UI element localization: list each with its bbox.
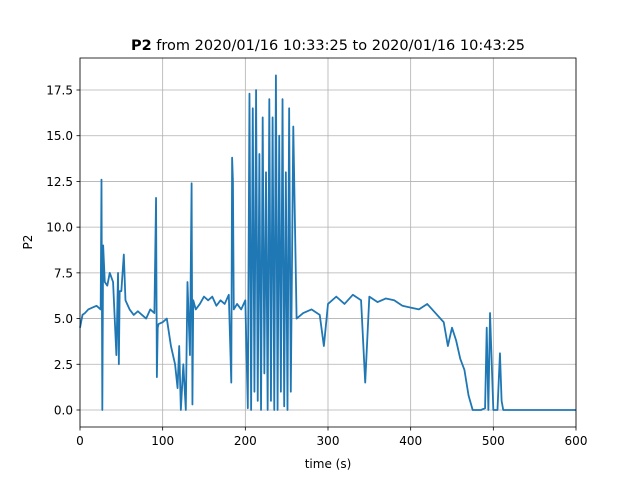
x-tick-label: 400 (399, 434, 422, 448)
x-axis-label: time (s) (305, 457, 352, 471)
y-tick-label: 10.0 (46, 221, 73, 235)
data-line (79, 74, 576, 411)
x-tick-label: 300 (317, 434, 340, 448)
y-tick-label: 17.5 (46, 83, 73, 97)
y-tick-label: 5.0 (54, 312, 73, 326)
y-tick-label: 15.0 (46, 129, 73, 143)
x-tick-label: 0 (76, 434, 84, 448)
title-bold: P2 (131, 38, 152, 54)
title-rest: from 2020/01/16 10:33:25 to 2020/01/16 1… (156, 38, 525, 54)
x-tick-label: 200 (234, 434, 257, 448)
y-tick-label: 0.0 (54, 403, 73, 417)
y-tick-label: 2.5 (54, 358, 73, 372)
x-tick-label: 500 (482, 434, 505, 448)
plot-frame (79, 57, 577, 428)
y-tick-label: 7.5 (54, 266, 73, 280)
chart-title: P2 from 2020/01/16 10:33:25 to 2020/01/1… (131, 38, 525, 54)
y-axis-label: P2 (21, 235, 35, 250)
y-tick-label: 12.5 (46, 175, 73, 189)
x-tick-label: 600 (565, 434, 588, 448)
x-tick-label: 100 (151, 434, 174, 448)
